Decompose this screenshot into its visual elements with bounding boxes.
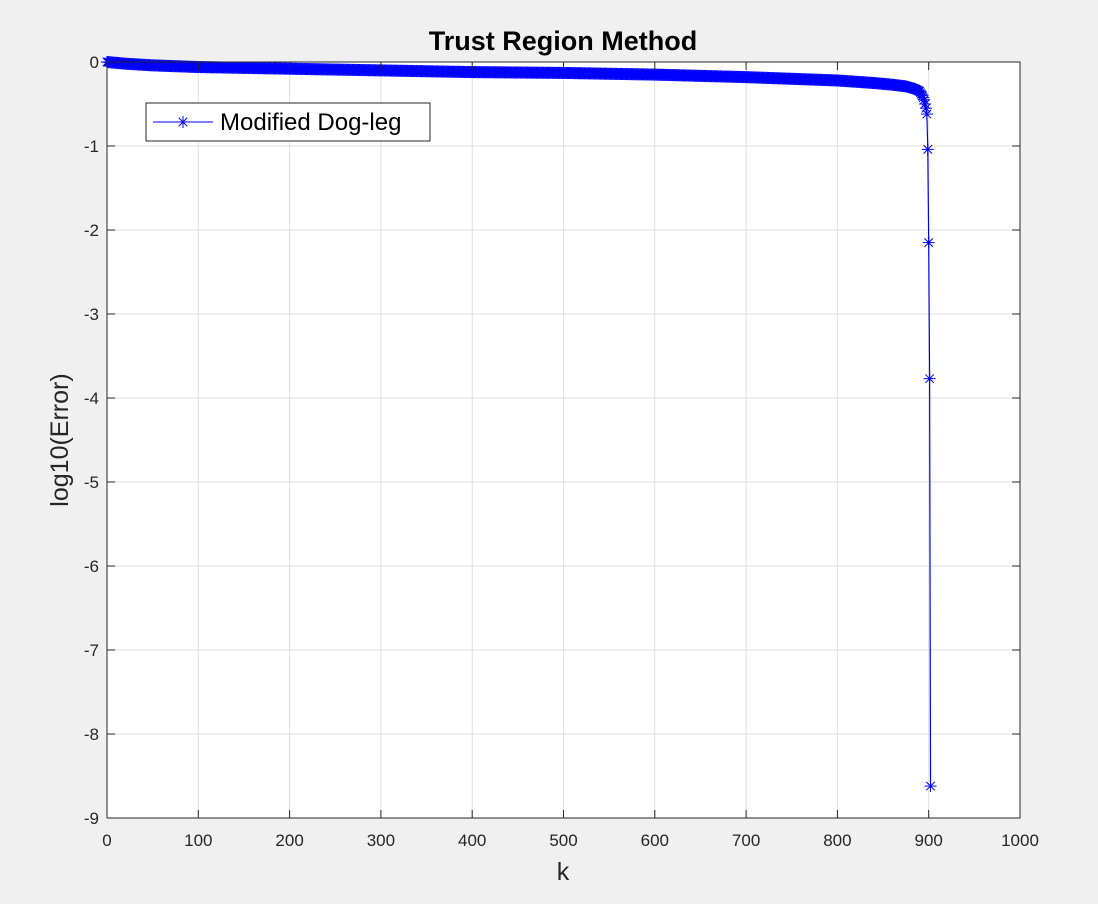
legend: Modified Dog-leg [145, 102, 431, 142]
y-tick-label: -5 [84, 473, 99, 492]
x-tick-label: 1000 [1001, 831, 1039, 850]
tick-layer [106, 61, 1021, 819]
chart-title: Trust Region Method [429, 26, 697, 56]
series-layer [101, 56, 937, 793]
series-dense-markers [101, 56, 932, 115]
legend-marker [177, 116, 189, 128]
y-tick-label: -9 [84, 809, 99, 828]
x-tick-label: 0 [102, 831, 111, 850]
y-tick-label: -3 [84, 305, 99, 324]
data-marker [923, 372, 936, 385]
y-tick-label: -2 [84, 221, 99, 240]
data-marker [920, 108, 933, 121]
y-tick-label: -6 [84, 557, 99, 576]
x-axis-label: k [557, 858, 570, 886]
x-tick-label: 800 [823, 831, 851, 850]
legend-marker-glyph [177, 116, 189, 128]
x-tick-label: 900 [915, 831, 943, 850]
data-marker [921, 143, 934, 156]
x-tick-label: 200 [275, 831, 303, 850]
data-marker [922, 236, 935, 249]
y-tick-label: -1 [84, 137, 99, 156]
data-marker [919, 102, 932, 115]
legend-label: Modified Dog-leg [220, 109, 401, 136]
legend-box [145, 102, 431, 142]
x-tick-label: 300 [367, 831, 395, 850]
x-tick-label: 100 [184, 831, 212, 850]
x-tick-label: 400 [458, 831, 486, 850]
x-tick-label: 600 [641, 831, 669, 850]
y-tick-label: 0 [90, 53, 99, 72]
data-marker [924, 780, 937, 793]
x-tick-label: 700 [732, 831, 760, 850]
y-tick-label: -7 [84, 641, 99, 660]
y-tick-label: -8 [84, 725, 99, 744]
y-tick-label: -4 [84, 389, 99, 408]
y-axis-label: log10(Error) [46, 373, 74, 506]
x-tick-label: 500 [549, 831, 577, 850]
tick-label-layer: 0 100 200 300 400 500 600 700 800 900 1000 0 -1 -2 -3 -… [84, 53, 1039, 850]
